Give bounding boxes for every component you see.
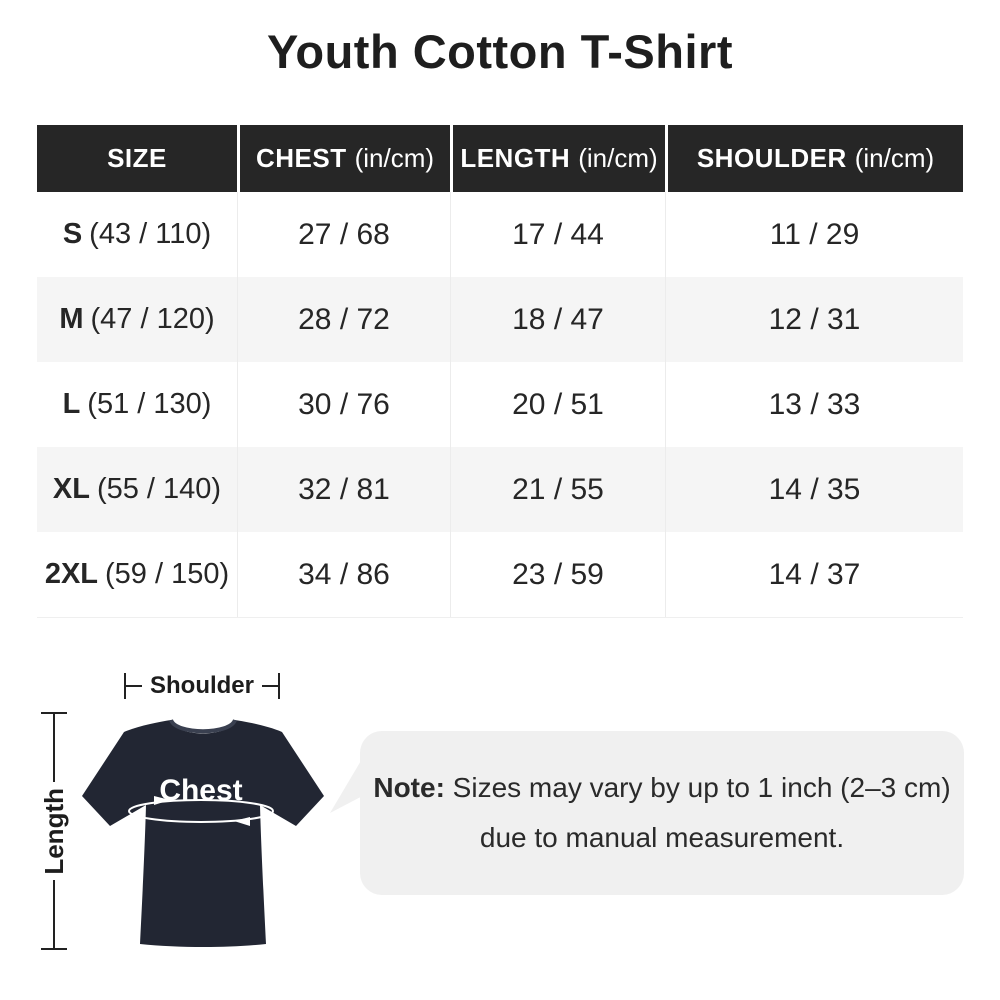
note-text-line2: due to manual measurement.: [479, 822, 845, 853]
shoulder-measure-label: Shoulder: [112, 672, 292, 700]
cell-length: 18 / 47: [450, 277, 665, 362]
measure-cap-bottom: [41, 948, 67, 950]
tshirt-diagram: Chest: [82, 718, 324, 947]
tshirt-silhouette: [82, 720, 324, 947]
cell-size: M (47 / 120): [37, 277, 237, 362]
tshirt-collar: [169, 718, 237, 734]
column-header-shoulder: SHOULDER (in/cm): [665, 125, 963, 192]
length-measure-label: Length: [39, 712, 69, 950]
cell-length: 20 / 51: [450, 362, 665, 447]
cell-shoulder: 14 / 35: [665, 447, 963, 532]
chest-label: Chest: [159, 774, 242, 807]
page-title: Youth Cotton T-Shirt: [267, 25, 733, 78]
column-header-chest: CHEST (in/cm): [237, 125, 450, 192]
measure-line-left: [125, 685, 142, 687]
chest-arrow-right: [154, 796, 170, 805]
cell-length: 17 / 44: [450, 192, 665, 277]
note-prefix: Note:: [373, 772, 445, 803]
shoulder-label: Shoulder: [149, 672, 254, 699]
cell-shoulder: 11 / 29: [665, 192, 963, 277]
cell-length: 23 / 59: [450, 532, 665, 617]
chest-arrow-left: [234, 817, 250, 826]
column-header-length: LENGTH (in/cm): [450, 125, 665, 192]
cell-shoulder: 12 / 31: [665, 277, 963, 362]
cell-chest: 30 / 76: [237, 362, 450, 447]
note-text-line1: Note: Sizes may vary by up to 1 inch (2–…: [360, 772, 964, 804]
cell-chest: 32 / 81: [237, 447, 450, 532]
cell-chest: 27 / 68: [237, 192, 450, 277]
cell-size: L (51 / 130): [37, 362, 237, 447]
cell-shoulder: 13 / 33: [665, 362, 963, 447]
size-table: SIZE CHEST (in/cm) LENGTH (in/cm) SHOULD…: [37, 125, 963, 618]
cell-size: 2XL (59 / 150): [37, 532, 237, 617]
cell-size: S (43 / 110): [37, 192, 237, 277]
measure-tick-right: [278, 673, 280, 699]
measure-line-top: [53, 714, 55, 782]
note-body: Sizes may vary by up to 1 inch (2–3 cm): [452, 772, 951, 803]
measure-line-bottom: [53, 880, 55, 948]
column-header-size: SIZE: [37, 125, 237, 192]
cell-length: 21 / 55: [450, 447, 665, 532]
cell-shoulder: 14 / 37: [665, 532, 963, 617]
measure-line-right: [262, 685, 278, 687]
cell-chest: 34 / 86: [237, 532, 450, 617]
measure-cap-top: [41, 712, 67, 714]
measure-tick-left: [123, 673, 126, 699]
cell-size: XL (55 / 140): [37, 447, 237, 532]
chest-measure-ellipse: [128, 799, 274, 823]
length-label: Length: [38, 787, 69, 875]
note-bubble: Note: Sizes may vary by up to 1 inch (2–…: [330, 731, 964, 895]
cell-chest: 28 / 72: [237, 277, 450, 362]
